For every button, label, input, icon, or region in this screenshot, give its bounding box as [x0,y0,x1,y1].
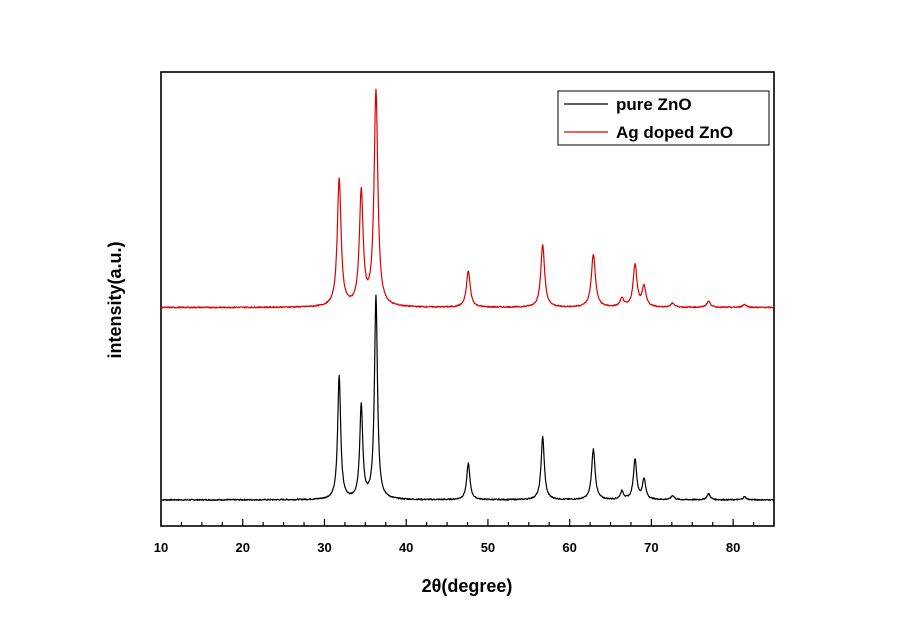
x-tick-label: 50 [481,540,495,555]
legend-label-pure-zno: pure ZnO [616,95,692,114]
x-tick-label: 10 [154,540,168,555]
legend-label-ag-doped-zno: Ag doped ZnO [616,123,733,142]
y-axis-title: intensity(a.u.) [105,241,125,358]
x-tick-label: 40 [399,540,413,555]
x-tick-label: 20 [235,540,249,555]
series-line-ag-doped-zno [160,88,775,309]
x-tick-label: 30 [317,540,331,555]
x-axis-ticks [160,519,775,526]
legend: pure ZnO Ag doped ZnO [557,90,770,146]
x-tick-label: 80 [726,540,740,555]
series-layer [160,88,775,502]
x-tick-label: 60 [562,540,576,555]
x-axis-tick-labels: 10 20 30 40 50 60 70 80 [154,540,741,555]
legend-box [557,90,770,146]
series-line-pure-zno [160,294,775,502]
x-axis-title: 2θ(degree) [422,576,513,596]
x-tick-label: 70 [644,540,658,555]
